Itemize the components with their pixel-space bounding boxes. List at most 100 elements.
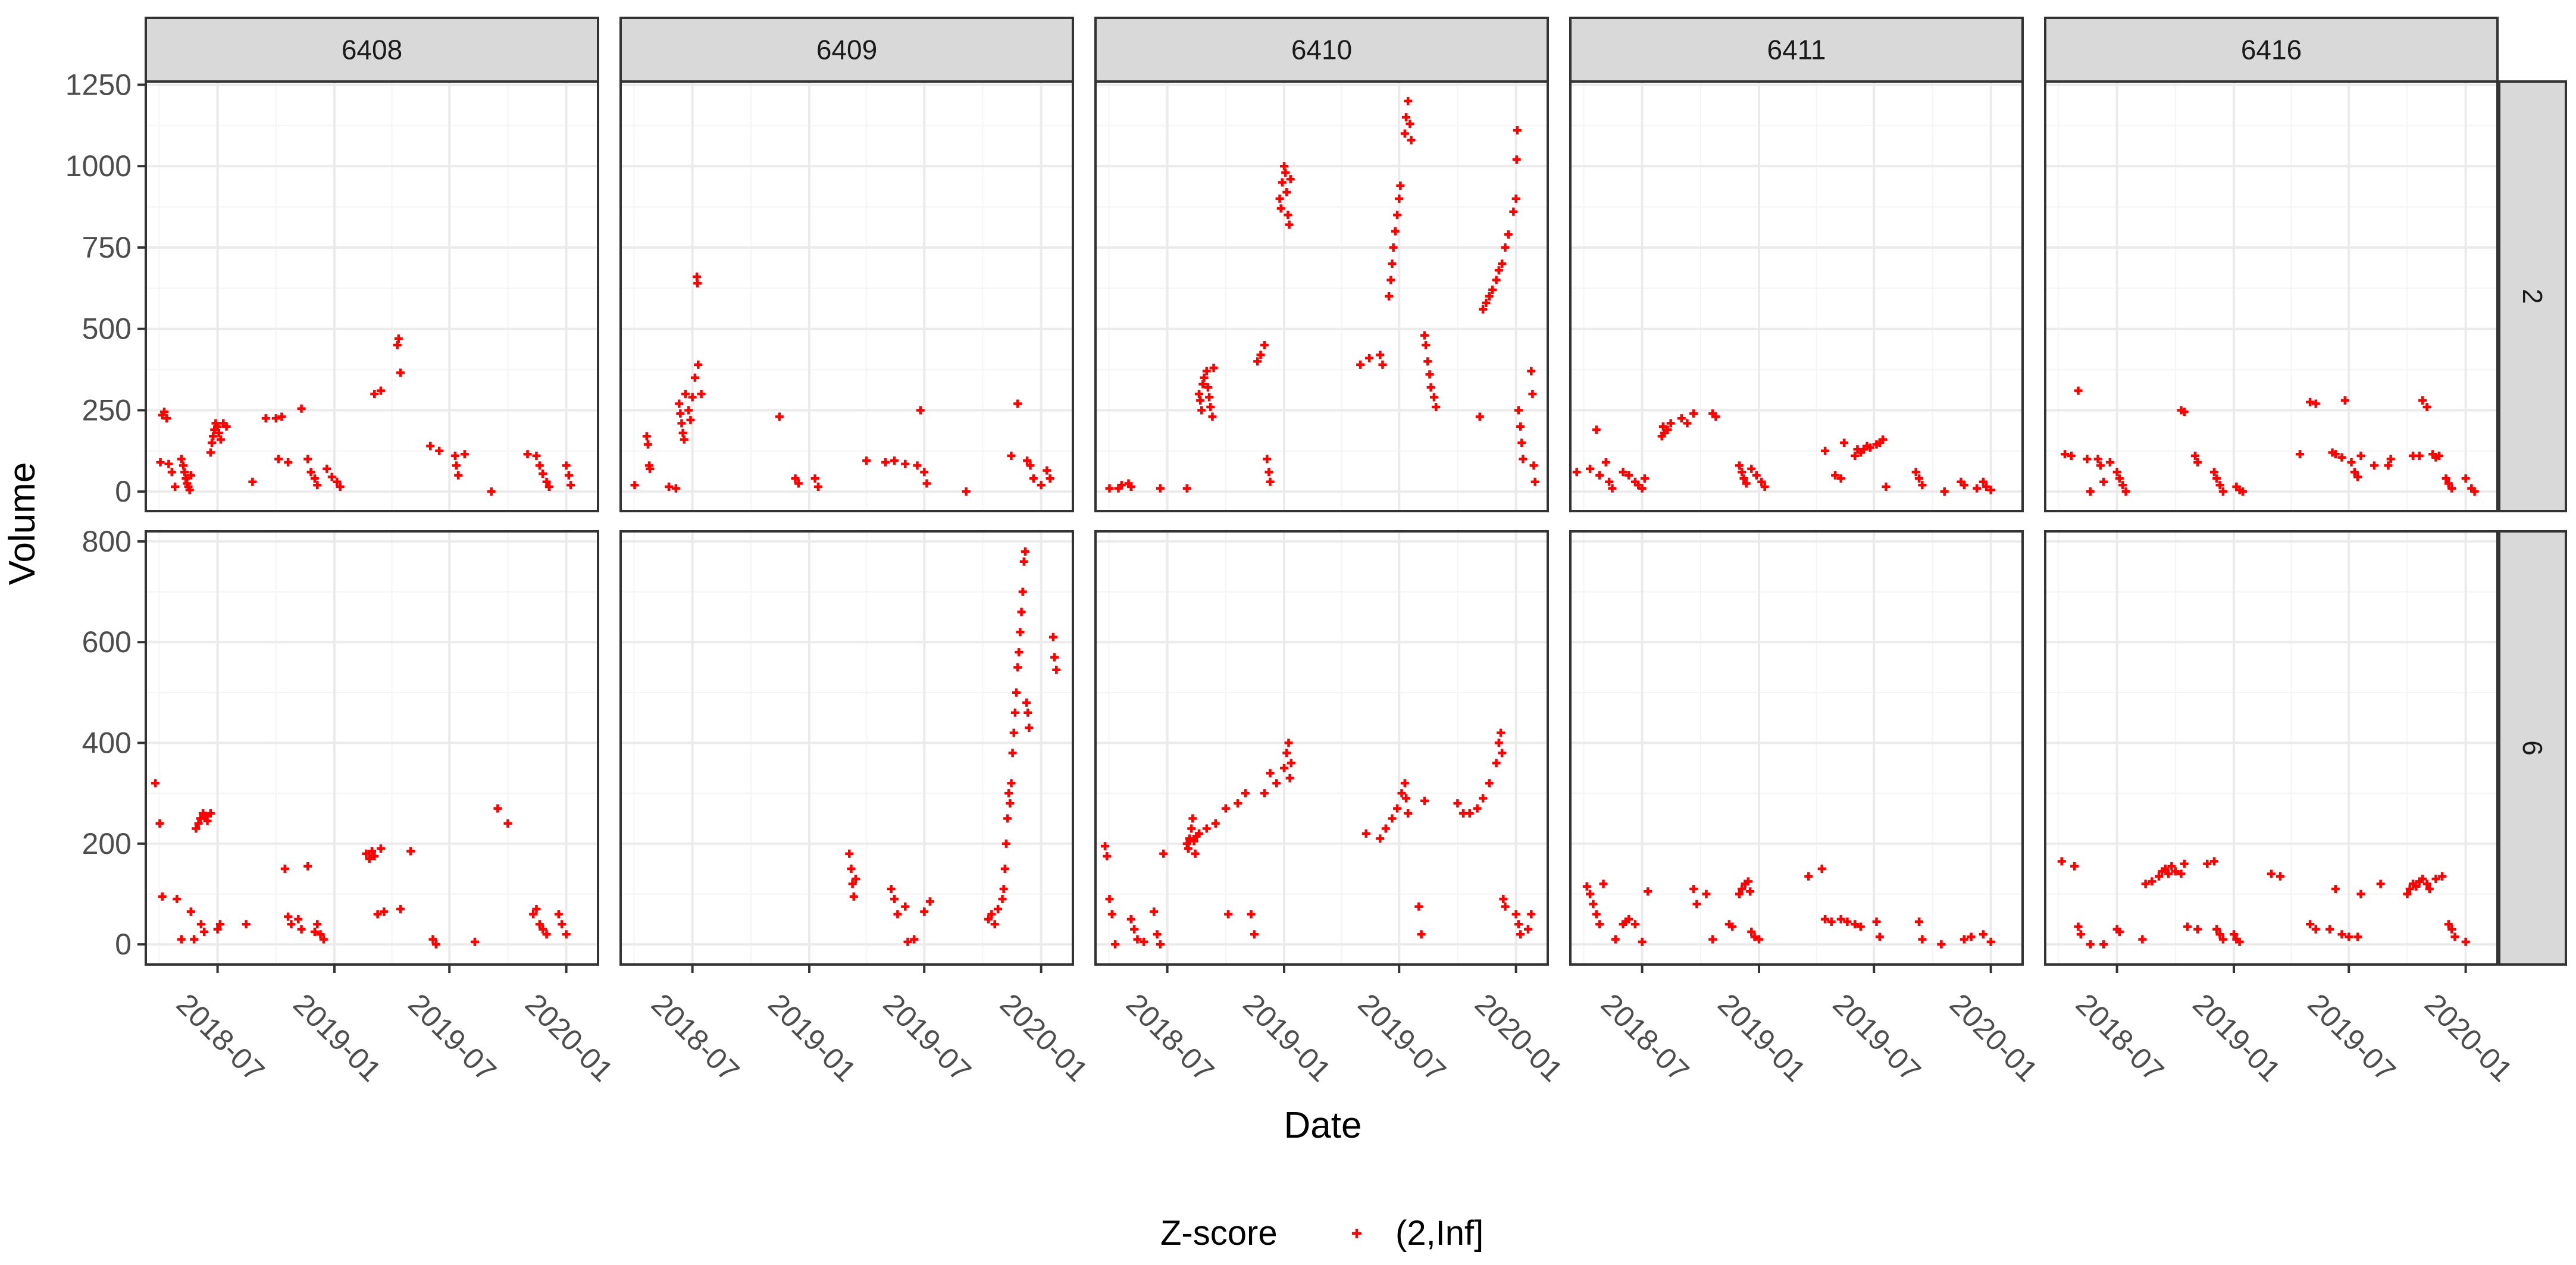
data-point (901, 902, 910, 911)
data-point (294, 915, 303, 923)
data-point (1224, 910, 1233, 919)
data-point (2074, 386, 2083, 395)
data-point (2461, 474, 2470, 483)
data-point (200, 927, 209, 936)
legend-title: Z-score (1160, 1214, 1278, 1253)
data-point (503, 819, 512, 828)
data-point (177, 455, 186, 464)
data-point (1527, 367, 1536, 375)
data-point (1153, 930, 1162, 939)
x-axis-title: Date (1284, 1105, 1362, 1146)
data-point (677, 419, 686, 428)
data-point (1185, 834, 1194, 843)
data-point (1266, 769, 1275, 778)
panel-background (2045, 82, 2497, 511)
data-point (1013, 399, 1022, 408)
data-point (2141, 879, 2150, 888)
data-point (1023, 708, 1032, 717)
data-point (428, 935, 437, 944)
data-point (813, 482, 822, 491)
data-point (1008, 749, 1017, 757)
data-point (1400, 779, 1409, 788)
data-point (791, 474, 800, 483)
data-point (303, 455, 312, 464)
data-point (162, 414, 171, 423)
data-point (1426, 383, 1435, 392)
data-point (470, 937, 479, 946)
data-point (2215, 481, 2224, 490)
panel-6411-2: 6411 (1569, 17, 2024, 512)
y-tick-label: 500 (82, 312, 132, 346)
data-point (1586, 464, 1595, 473)
data-point (297, 404, 306, 413)
data-point (1512, 155, 1521, 164)
data-point (1126, 915, 1135, 923)
data-point (681, 390, 690, 399)
data-point (862, 456, 871, 465)
data-point (1738, 468, 1746, 477)
data-point (1420, 796, 1429, 805)
data-point (1866, 443, 1874, 452)
data-point (1827, 918, 1836, 926)
data-point (925, 897, 934, 906)
data-point (2447, 925, 2456, 934)
data-point (688, 393, 697, 402)
y-tick-label: 600 (82, 625, 132, 659)
data-point (303, 862, 312, 871)
panel-border (1094, 530, 1549, 966)
data-point (185, 486, 194, 494)
data-point (851, 875, 860, 884)
data-point (794, 479, 803, 488)
data-point (2230, 930, 2239, 939)
data-point (532, 452, 541, 461)
data-point (1184, 844, 1192, 853)
data-point (1037, 481, 1046, 490)
data-point (333, 477, 342, 486)
data-point (523, 450, 532, 459)
data-point (554, 910, 563, 919)
data-point (1012, 688, 1021, 697)
data-point (248, 477, 257, 486)
data-point (460, 450, 469, 459)
data-point (194, 819, 203, 828)
data-point (1029, 474, 1038, 483)
data-point (2238, 487, 2247, 496)
data-point (1640, 474, 1649, 483)
data-point (156, 458, 165, 466)
facet-strip-label: 6416 (2241, 35, 2302, 65)
data-point (1003, 814, 1012, 823)
data-point (192, 824, 201, 833)
data-point (2218, 487, 2227, 496)
data-point (910, 935, 919, 944)
data-point (1282, 749, 1291, 757)
y-axis-title: Volume (2, 462, 43, 585)
data-point (1407, 136, 1416, 145)
data-point (2447, 484, 2456, 493)
data-point (1117, 481, 1126, 490)
legend-key-plus-icon (1352, 1229, 1361, 1238)
data-point (1982, 482, 1991, 491)
data-point (216, 435, 225, 444)
data-point (2376, 879, 2385, 888)
data-point (1133, 935, 1142, 944)
data-point (1836, 915, 1845, 923)
data-point (2212, 925, 2221, 934)
data-point (1882, 482, 1890, 491)
data-point (1025, 724, 1034, 732)
y-tick-label: 250 (82, 393, 132, 427)
data-point (1979, 477, 1987, 486)
data-point (1840, 439, 1849, 447)
data-point (1278, 178, 1287, 187)
data-point (271, 414, 280, 423)
panel-6408-2: 6408 0 250 500 750 1000 1250 (65, 17, 599, 512)
data-point (1485, 779, 1494, 788)
data-point (1250, 930, 1259, 939)
data-point (1516, 930, 1525, 939)
data-point (1007, 452, 1016, 461)
data-point (2412, 882, 2421, 891)
data-point (2121, 487, 2130, 496)
data-point (452, 461, 461, 470)
panel-background (1570, 82, 2023, 511)
data-point (1836, 474, 1845, 483)
data-point (1140, 937, 1148, 946)
